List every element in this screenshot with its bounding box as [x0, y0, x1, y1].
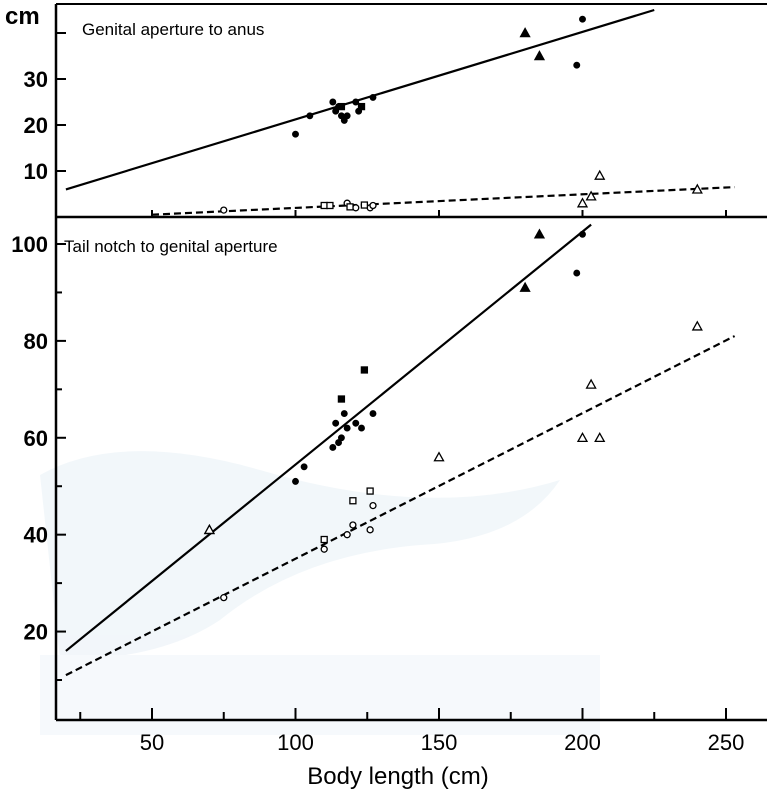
x-ticks: 50 100 150 200 250	[79, 708, 745, 755]
y-tick-label: 40	[24, 523, 48, 548]
data-point-open-circle	[349, 521, 357, 529]
data-point-open-circle	[220, 593, 228, 602]
data-point-filled-circle	[300, 463, 308, 471]
regression-line-solid	[65, 223, 592, 652]
y-tick-label: 60	[24, 426, 48, 451]
data-point-open-square	[326, 201, 334, 210]
y-tick-label: 80	[24, 329, 48, 354]
data-point-filled-triangle	[533, 228, 546, 239]
y-tick-label: 10	[24, 159, 48, 184]
data-point-filled-circle	[579, 230, 586, 238]
data-point-filled-circle	[358, 424, 365, 432]
data-point-filled-circle	[369, 410, 377, 418]
data-point-filled-triangle	[519, 281, 531, 292]
data-point-open-circle	[369, 201, 377, 210]
data-point-filled-circle	[306, 112, 314, 120]
data-point-filled-triangle	[519, 27, 531, 38]
data-point-filled-square	[360, 366, 369, 374]
data-point-open-square	[360, 201, 369, 209]
regression-line-dashed	[151, 186, 735, 216]
data-point-open-triangle	[576, 431, 589, 443]
data-point-filled-circle	[329, 444, 337, 451]
data-point-open-triangle	[203, 523, 216, 535]
x-tick-label: 100	[277, 730, 314, 755]
regression-line-dashed	[65, 335, 736, 677]
data-point-filled-circle	[352, 419, 360, 427]
data-point-open-circle	[343, 531, 351, 539]
data-point-filled-circle	[337, 434, 345, 442]
data-point-open-triangle	[691, 320, 703, 331]
y-tick-label: 30	[24, 67, 48, 92]
data-point-filled-circle	[579, 15, 586, 23]
y-tick-label: 100	[11, 232, 48, 257]
bottom-panel: Tail notch to genital aperture 20 40 60 80 1…	[11, 217, 767, 790]
data-point-filled-circle	[292, 477, 299, 485]
y-tick-label: 20	[24, 620, 48, 645]
data-point-filled-square	[357, 102, 366, 111]
data-point-open-triangle	[691, 183, 703, 194]
bottom-panel-title: Tail notch to genital aperture	[64, 237, 278, 256]
data-point-filled-triangle	[533, 50, 546, 61]
data-point-open-square	[320, 535, 328, 544]
bottom-y-ticks: 20 40 60 80 100	[11, 232, 66, 681]
data-point-filled-circle	[340, 410, 348, 418]
whale-watermark	[40, 451, 600, 735]
top-plot-area	[65, 8, 735, 216]
bottom-plot-area	[65, 223, 736, 677]
data-point-open-circle	[320, 545, 328, 553]
data-point-filled-square	[337, 102, 346, 111]
data-point-filled-circle	[329, 98, 337, 106]
data-point-open-triangle	[576, 197, 589, 208]
data-point-open-circle	[366, 526, 374, 534]
data-point-filled-circle	[335, 439, 342, 447]
x-tick-label: 250	[708, 730, 745, 755]
regression-line-solid	[65, 8, 655, 191]
data-point-open-triangle	[433, 451, 445, 462]
data-point-open-square	[349, 497, 357, 505]
data-point-open-triangle	[585, 190, 597, 201]
top-panel-title: Genital aperture to anus	[82, 20, 264, 39]
data-point-open-triangle	[594, 431, 606, 443]
data-point-filled-square	[337, 395, 346, 403]
x-tick-label: 150	[421, 730, 458, 755]
data-point-filled-circle	[573, 269, 581, 277]
y-tick-label: 20	[24, 113, 48, 138]
top-y-ticks: 10 20 30	[24, 32, 727, 217]
data-point-open-circle	[369, 501, 377, 510]
data-point-filled-circle	[573, 61, 581, 69]
data-point-filled-circle	[352, 98, 360, 106]
top-panel: cm Genital aperture to anus 10 20 30	[5, 3, 767, 219]
data-point-open-square	[346, 203, 354, 211]
data-point-filled-circle	[343, 424, 351, 432]
x-tick-label: 200	[564, 730, 601, 755]
data-point-open-square	[366, 487, 374, 495]
x-axis-label: Body length (cm)	[307, 763, 488, 790]
data-point-filled-circle	[369, 93, 377, 101]
data-point-filled-circle	[332, 419, 340, 427]
y-unit-label: cm	[5, 3, 40, 30]
x-tick-label: 50	[140, 730, 164, 755]
data-point-filled-circle	[343, 112, 351, 120]
data-point-open-triangle	[585, 378, 597, 389]
data-point-filled-circle	[292, 130, 299, 138]
data-point-open-triangle	[594, 169, 606, 180]
data-point-open-circle	[220, 206, 228, 214]
